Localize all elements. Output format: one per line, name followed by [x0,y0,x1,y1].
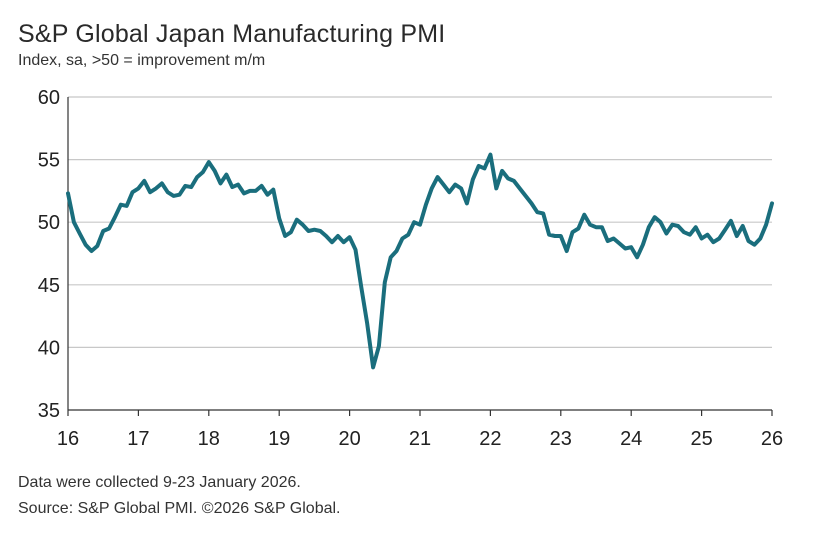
footnote-collection: Data were collected 9-23 January 2026. [18,474,301,491]
axes [67,97,773,416]
x-tick-label-18: 18 [198,428,220,450]
y-tick-label-50: 50 [38,212,60,234]
chart-subtitle: Index, sa, >50 = improvement m/m [18,52,266,69]
y-tick-labels: 60 55 50 45 40 35 [38,87,60,422]
y-tick-label-45: 45 [38,275,60,297]
y-tick-label-60: 60 [38,87,60,109]
x-tick-label-17: 17 [127,428,149,450]
y-tick-label-40: 40 [38,337,60,359]
footnote-source: Source: S&P Global PMI. ©2026 S&P Global… [18,500,341,517]
series-layer [66,152,774,370]
x-tick-label-25: 25 [690,428,712,450]
y-tick-label-35: 35 [38,400,60,422]
series-line-1 [66,152,774,370]
x-tick-label-19: 19 [268,428,290,450]
x-tick-label-26: 26 [761,428,783,450]
x-tick-labels: 16 17 18 19 20 21 22 23 24 25 26 [57,428,783,450]
x-tick-label-24: 24 [620,428,642,450]
y-tick-label-55: 55 [38,150,60,172]
grid-lines [68,96,772,348]
x-tick-label-22: 22 [479,428,501,450]
x-tick-label-23: 23 [550,428,572,450]
x-tick-label-16: 16 [57,428,79,450]
x-tick-label-20: 20 [338,428,360,450]
x-tick-label-21: 21 [409,428,431,450]
chart-title: S&P Global Japan Manufacturing PMI [18,20,446,48]
